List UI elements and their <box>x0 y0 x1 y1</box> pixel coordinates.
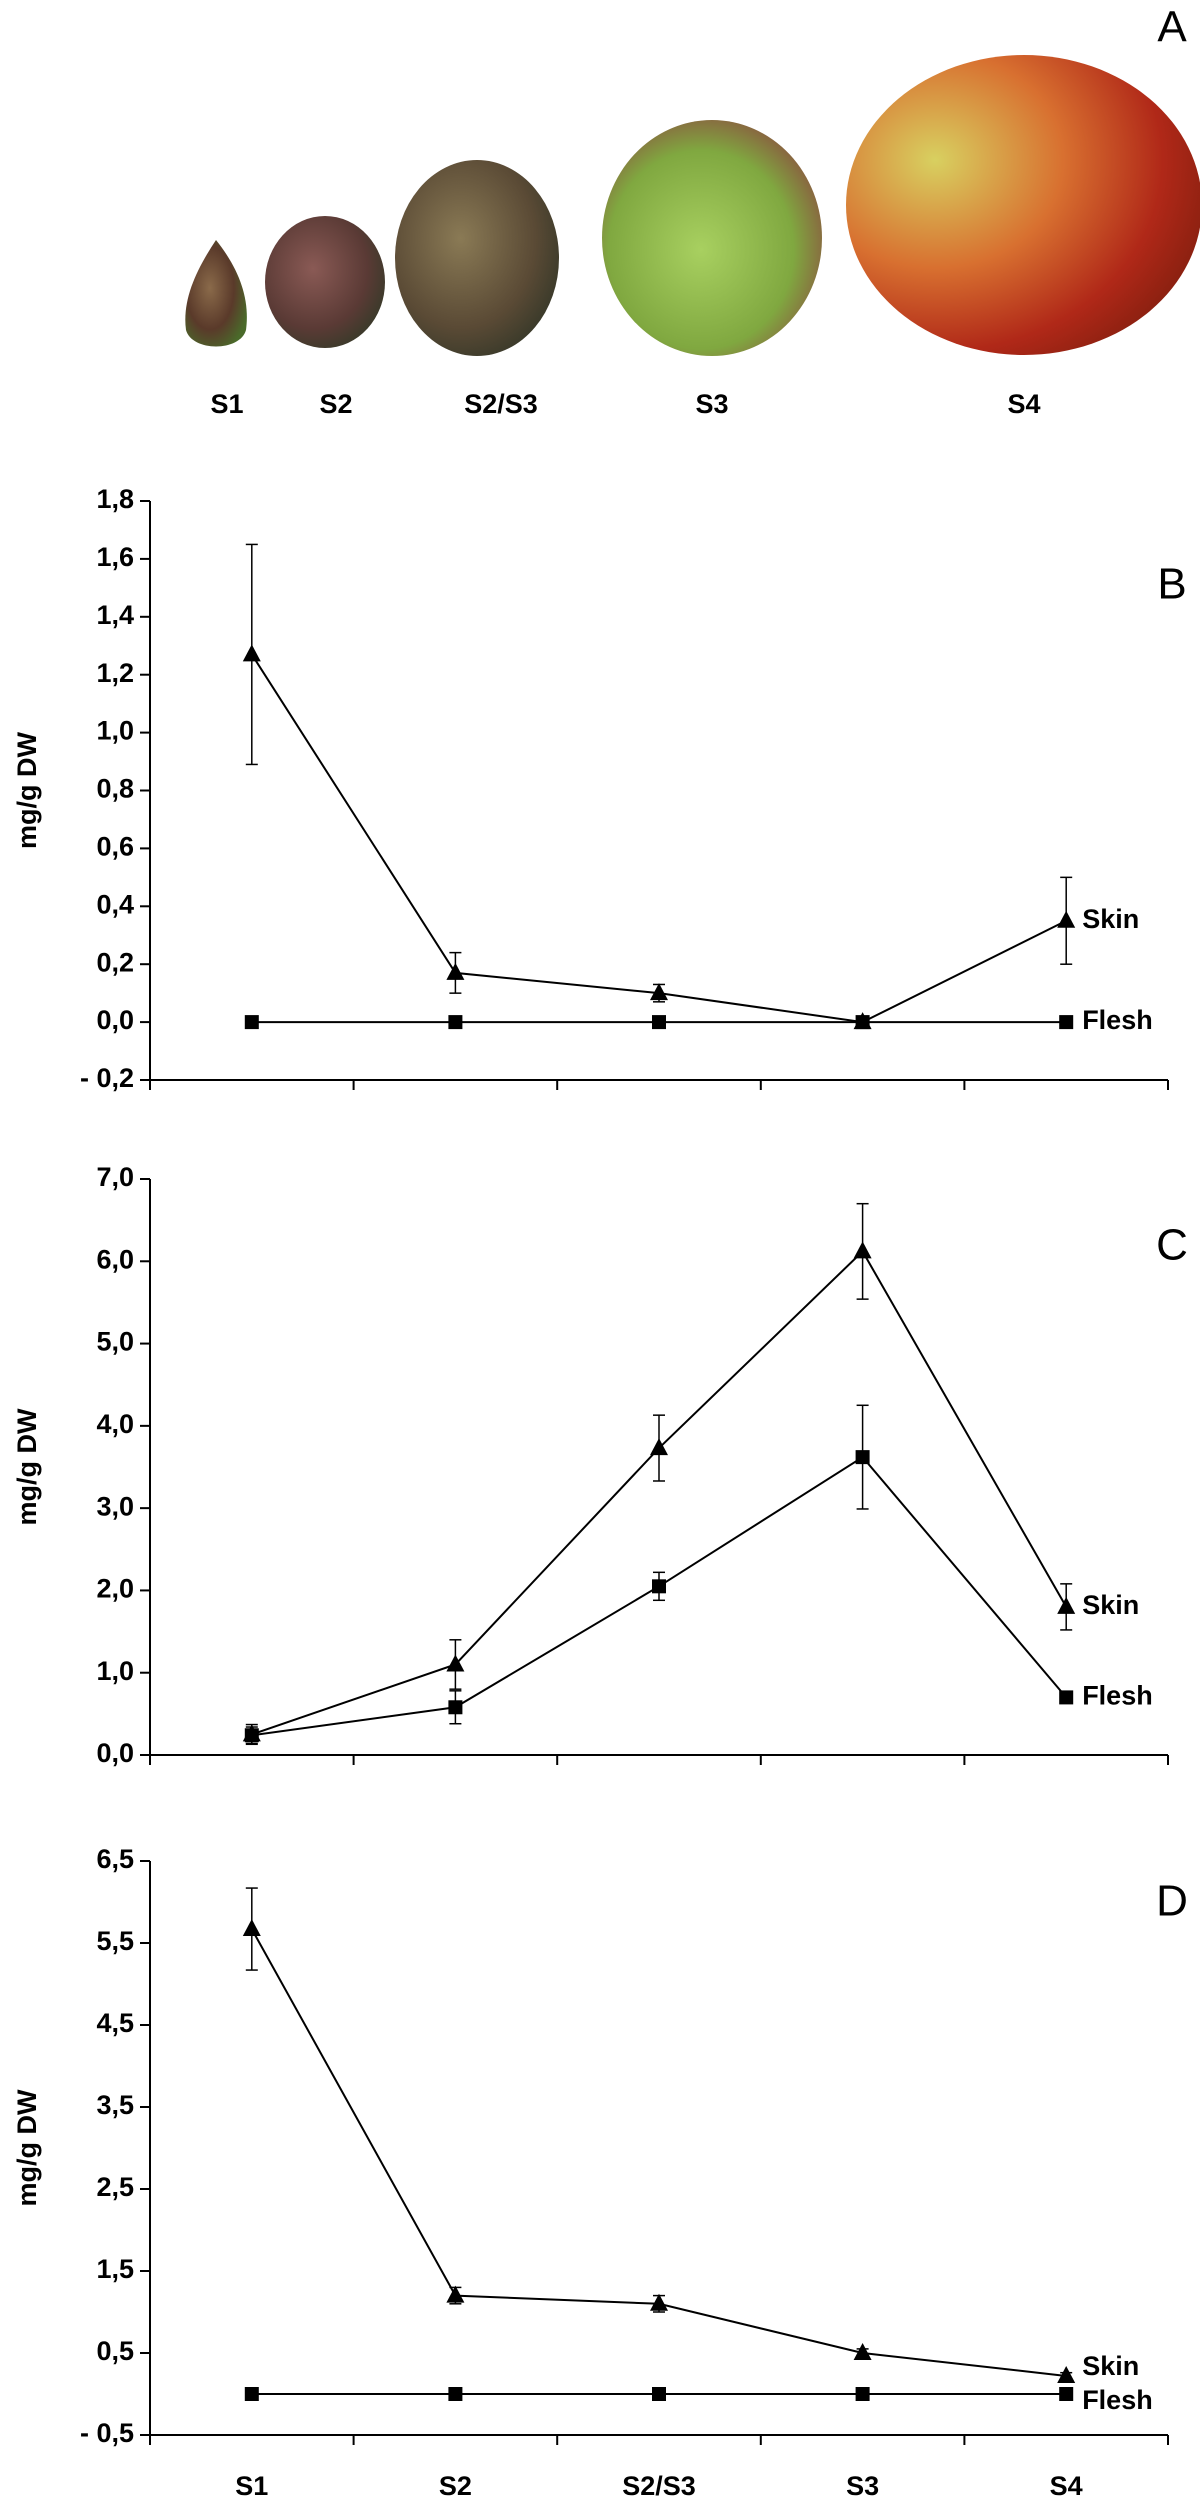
series <box>242 1887 1076 2383</box>
x-tick-label: S4 <box>1050 2471 1083 2501</box>
marker <box>1057 2365 1076 2383</box>
y-tick-label: 1,4 <box>96 600 134 630</box>
y-tick-label: 2,0 <box>96 1574 134 1604</box>
marker <box>448 1015 463 1030</box>
marker <box>242 644 261 662</box>
fruit-s3 <box>602 120 822 356</box>
marker <box>650 2293 668 2311</box>
y-tick-label: 0,0 <box>96 1005 134 1035</box>
marker <box>1059 2387 1074 2401</box>
y-tick-label: 0,4 <box>96 889 134 919</box>
y-tick-label: 5,5 <box>96 1926 134 1956</box>
fruit-s2s3 <box>395 160 559 356</box>
fruit-s1 <box>185 240 247 347</box>
y-tick-label: 0,2 <box>96 947 134 977</box>
stage-label: S2 <box>319 389 352 419</box>
y-tick-label: 4,0 <box>96 1409 134 1439</box>
fruit-s4 <box>846 55 1200 355</box>
x-tick-label: S2/S3 <box>622 2471 696 2501</box>
y-tick-label: 6,5 <box>96 1844 134 1874</box>
fruit-s2 <box>265 216 385 348</box>
panel-letter: C <box>1156 1221 1188 1270</box>
marker <box>855 2387 870 2401</box>
y-tick-label: 6,0 <box>96 1244 134 1274</box>
marker <box>853 2343 872 2360</box>
y-axis-title: mg/g DW <box>12 2089 42 2206</box>
series <box>242 1202 1076 1746</box>
series-label: Flesh <box>1082 1681 1153 1711</box>
y-tick-label: 1,0 <box>96 1656 134 1686</box>
marker <box>652 1015 666 1030</box>
series-label: Flesh <box>1082 2385 1153 2415</box>
fruit-photos <box>185 55 1200 356</box>
series <box>244 1015 1074 1030</box>
y-tick-label: 0,6 <box>96 832 134 862</box>
y-tick-label: 1,6 <box>96 542 134 572</box>
y-tick-label: 0,8 <box>96 774 134 804</box>
marker <box>1059 1690 1074 1705</box>
series <box>244 2387 1074 2401</box>
y-tick-label: 4,5 <box>96 2008 134 2038</box>
marker <box>244 2387 259 2401</box>
marker <box>855 1015 870 1030</box>
series <box>244 1404 1074 1745</box>
y-tick-label: - 0,2 <box>80 1063 134 1093</box>
marker <box>1057 910 1076 928</box>
x-tick-label: S1 <box>235 2471 268 2501</box>
marker <box>652 2387 666 2401</box>
y-tick-label: 5,0 <box>96 1327 134 1357</box>
stage-label: S3 <box>695 389 728 419</box>
y-tick-label: 3,5 <box>96 2090 134 2120</box>
panel-letter: D <box>1156 1877 1188 1926</box>
stage-label: S2/S3 <box>464 389 538 419</box>
y-tick-label: 1,0 <box>96 716 134 746</box>
marker <box>652 1579 666 1594</box>
y-tick-label: 2,5 <box>96 2172 134 2202</box>
stage-label: S4 <box>1007 389 1040 419</box>
marker <box>244 1728 259 1743</box>
series-line <box>251 1249 1068 1736</box>
y-tick-label: 0,0 <box>96 1738 134 1768</box>
y-axis-title: mg/g DW <box>12 1408 42 1525</box>
marker <box>853 1241 872 1259</box>
y-tick-label: 1,2 <box>96 658 134 688</box>
marker <box>446 962 465 980</box>
marker <box>446 1654 465 1672</box>
marker <box>1059 1015 1074 1030</box>
marker <box>650 1438 668 1456</box>
series-line <box>250 653 1067 1024</box>
series-label: Flesh <box>1082 1005 1153 1035</box>
y-axis-title: mg/g DW <box>12 731 42 848</box>
marker <box>448 2387 463 2401</box>
series-label: Skin <box>1082 904 1139 934</box>
y-tick-label: 7,0 <box>96 1162 134 1192</box>
marker <box>1057 1596 1076 1614</box>
panel-letter: B <box>1157 560 1186 609</box>
marker <box>242 1919 261 1937</box>
marker <box>855 1450 870 1465</box>
stage-label: S1 <box>210 389 243 419</box>
y-tick-label: 0,5 <box>96 2336 134 2366</box>
marker <box>448 1700 463 1715</box>
y-tick-label: 3,0 <box>96 1491 134 1521</box>
y-tick-label: 1,8 <box>96 484 134 514</box>
marker <box>650 983 668 1001</box>
marker <box>446 2285 465 2303</box>
series-label: Skin <box>1082 2351 1139 2381</box>
series <box>242 543 1076 1030</box>
marker <box>244 1015 259 1030</box>
y-tick-label: - 0,5 <box>80 2418 134 2448</box>
panel-letter: A <box>1157 3 1187 52</box>
y-tick-label: 1,5 <box>96 2254 134 2284</box>
x-tick-label: S3 <box>846 2471 879 2501</box>
series-label: Skin <box>1082 1590 1139 1620</box>
x-tick-label: S2 <box>439 2471 472 2501</box>
